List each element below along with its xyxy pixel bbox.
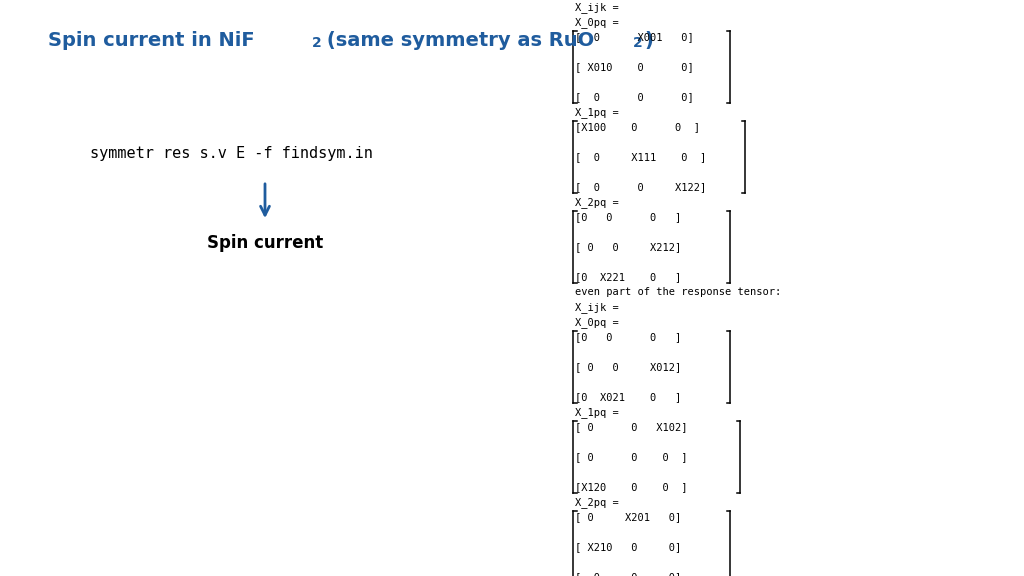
Text: [  0      0      0]: [ 0 0 0]	[575, 92, 693, 102]
Text: X_ijk =: X_ijk =	[575, 302, 618, 313]
Text: Spin current: Spin current	[207, 234, 324, 252]
Text: symmetr res s.v E -f findsym.in: symmetr res s.v E -f findsym.in	[90, 146, 373, 161]
Text: [0  X221    0   ]: [0 X221 0 ]	[575, 272, 681, 282]
Text: [  0      0     X122]: [ 0 0 X122]	[575, 182, 707, 192]
Text: [ 0     X201   0]: [ 0 X201 0]	[575, 512, 681, 522]
Text: [ 0   0     X212]: [ 0 0 X212]	[575, 242, 681, 252]
Text: [  0      X001   0]: [ 0 X001 0]	[575, 32, 693, 42]
Text: X_0pq =: X_0pq =	[575, 317, 618, 328]
Text: X_1pq =: X_1pq =	[575, 107, 618, 118]
Text: [0   0      0   ]: [0 0 0 ]	[575, 332, 681, 342]
Text: 2: 2	[312, 36, 322, 50]
Text: [  0     0     0]: [ 0 0 0]	[575, 572, 681, 576]
Text: (same symmetry as RuO: (same symmetry as RuO	[323, 31, 594, 50]
Text: [ 0      0    0  ]: [ 0 0 0 ]	[575, 452, 687, 462]
Text: Spin current in NiF: Spin current in NiF	[48, 31, 255, 50]
Text: [  0     X111    0  ]: [ 0 X111 0 ]	[575, 152, 707, 162]
Text: [ X010    0      0]: [ X010 0 0]	[575, 62, 693, 72]
Text: X_2pq =: X_2pq =	[575, 497, 618, 508]
Text: [ X210   0     0]: [ X210 0 0]	[575, 542, 681, 552]
Text: [X100    0      0  ]: [X100 0 0 ]	[575, 122, 700, 132]
Text: X_1pq =: X_1pq =	[575, 407, 618, 418]
Text: [0  X021    0   ]: [0 X021 0 ]	[575, 392, 681, 402]
Text: X_0pq =: X_0pq =	[575, 17, 618, 28]
Text: [X120    0    0  ]: [X120 0 0 ]	[575, 482, 687, 492]
Text: ): )	[644, 31, 653, 50]
Text: [ 0      0   X102]: [ 0 0 X102]	[575, 422, 687, 432]
Text: X_2pq =: X_2pq =	[575, 197, 618, 208]
Text: X_ijk =: X_ijk =	[575, 2, 618, 13]
Text: [ 0   0     X012]: [ 0 0 X012]	[575, 362, 681, 372]
Text: even part of the response tensor:: even part of the response tensor:	[575, 287, 781, 297]
Text: 2: 2	[633, 36, 643, 50]
Text: [0   0      0   ]: [0 0 0 ]	[575, 212, 681, 222]
